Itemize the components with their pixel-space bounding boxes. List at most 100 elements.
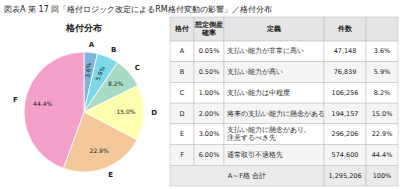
- text-line: 8.2%: [374, 89, 391, 97]
- table-cell: [324, 17, 366, 41]
- table-text: 100%: [373, 171, 392, 179]
- text-line: 支払い能力は中程度: [227, 89, 290, 97]
- table-cell: [324, 124, 366, 145]
- table-header: 定義: [266, 24, 281, 33]
- text-line: 支払い能力が非常に高い: [227, 47, 304, 55]
- table-cell: [170, 17, 194, 41]
- table-cell: [324, 103, 366, 124]
- table-cell: [324, 62, 366, 83]
- table-cell: [194, 82, 224, 103]
- chart-svg: 図表A 第 17 回「格付ロジック改定によるRM格付変動の影響」／格付分布 A B C…: [0, 0, 400, 189]
- table-cell: [324, 82, 366, 103]
- text-line: B: [180, 68, 184, 76]
- table-cell: [170, 82, 194, 103]
- table-text: 通常取引不適格先: [227, 151, 283, 159]
- table-text: A～F格 合計: [228, 171, 266, 179]
- table-cell: [224, 41, 324, 62]
- text-line: 5.9%: [374, 68, 391, 76]
- text-line: 2.00%: [199, 109, 220, 117]
- text-line: 定義: [266, 24, 281, 33]
- table-text: 2.00%: [199, 109, 220, 117]
- table-cell: [194, 17, 224, 41]
- table-cell: [324, 145, 366, 166]
- text-line: 通常取引不適格先: [227, 151, 283, 159]
- text-line: 6.00%: [199, 151, 220, 159]
- table-cell: [366, 103, 398, 124]
- table-text: 106,256: [332, 89, 359, 97]
- table-text: 296,206: [332, 130, 359, 138]
- text-line: 194,157: [332, 109, 359, 117]
- data-label: 22.9%: [90, 147, 109, 154]
- table-text: C: [180, 89, 185, 97]
- table-cell: [224, 82, 324, 103]
- pie: A B C D E F 3.6%5.9%8.2% 15.0% 22.9% 44.4%: [13, 41, 157, 178]
- table-cell: [170, 103, 194, 124]
- data-label: 44.4%: [33, 100, 52, 107]
- category-label: E: [108, 171, 113, 179]
- table-text: 8.2%: [374, 89, 391, 97]
- text-line: 0.05%: [199, 47, 220, 55]
- table-cell: [224, 145, 324, 166]
- text-line: 確率: [201, 28, 216, 37]
- table-cell: [324, 165, 366, 186]
- data-label: 8.2%: [108, 80, 124, 87]
- pie-slice: [24, 52, 84, 168]
- pie-title: 格付分布: [65, 23, 102, 33]
- text-line: 0.50%: [199, 68, 220, 76]
- data-label: 15.0%: [116, 108, 135, 115]
- table-cell: [366, 145, 398, 166]
- title: 図表A 第 17 回「格付ロジック改定によるRM格付変動の影響」／格付分布: [4, 5, 272, 14]
- table-text: 6.00%: [199, 151, 220, 159]
- table-cell: [366, 17, 398, 41]
- text-line: 574,600: [332, 151, 359, 159]
- table-cell: [366, 165, 398, 186]
- text-line: 106,256: [332, 89, 359, 97]
- table-text: 支払い能力に懸念があり,注意するべき先: [227, 126, 306, 141]
- table-text: 1,295,206: [328, 171, 361, 179]
- text-line: 1.00%: [199, 89, 220, 97]
- table-text: 支払い能力は中程度: [227, 89, 290, 97]
- table-header: 格付: [174, 25, 189, 33]
- category-label: F: [13, 96, 18, 104]
- table-cell: [324, 41, 366, 62]
- text-line: 注意するべき先: [227, 134, 276, 142]
- table-text: 3.6%: [374, 47, 391, 55]
- text-line: 3.00%: [199, 130, 220, 138]
- category-label: D: [151, 109, 157, 117]
- text-line: 47,148: [334, 47, 357, 55]
- table-cell: [224, 103, 324, 124]
- category-label: C: [135, 64, 140, 72]
- table-text: 0.05%: [199, 47, 220, 55]
- text-line: 44.4%: [372, 151, 393, 159]
- category-label: A: [89, 41, 95, 49]
- data-label: 5.9%: [94, 65, 107, 82]
- table-cell: [366, 41, 398, 62]
- text-line: 296,206: [332, 130, 359, 138]
- data-label: 3.6%: [84, 62, 93, 78]
- table-text: 支払い能力が高い: [227, 68, 283, 76]
- category-label: B: [111, 46, 116, 54]
- text-line: 76,839: [334, 68, 357, 76]
- text-line: 22.9%: [372, 130, 393, 138]
- text-line: E: [180, 130, 184, 138]
- table-text: 15.0%: [372, 109, 393, 117]
- table-cell: [224, 17, 324, 41]
- text-line: D: [179, 109, 184, 117]
- text-line: 3.6%: [374, 47, 391, 55]
- table-text: 支払い能力が非常に高い: [227, 47, 304, 55]
- table-text: A: [180, 47, 185, 55]
- table-text: 574,600: [332, 151, 359, 159]
- chart-container: 図表A 第 17 回「格付ロジック改定によるRM格付変動の影響」／格付分布 A B C…: [0, 0, 400, 189]
- table-cell: [170, 124, 194, 145]
- table-cell: [366, 124, 398, 145]
- text-line: F: [180, 151, 184, 159]
- table-cell: [194, 124, 224, 145]
- text-line: 支払い能力が高い: [227, 68, 283, 76]
- table-text: 76,839: [334, 68, 357, 76]
- text-line: 格付: [174, 25, 189, 33]
- text-line: 将来の支払い能力に懸念がある: [226, 109, 325, 117]
- table-cell: [170, 62, 194, 83]
- text-line: 100%: [373, 171, 392, 179]
- table-text: 5.9%: [374, 68, 391, 76]
- table-cell: [170, 165, 324, 186]
